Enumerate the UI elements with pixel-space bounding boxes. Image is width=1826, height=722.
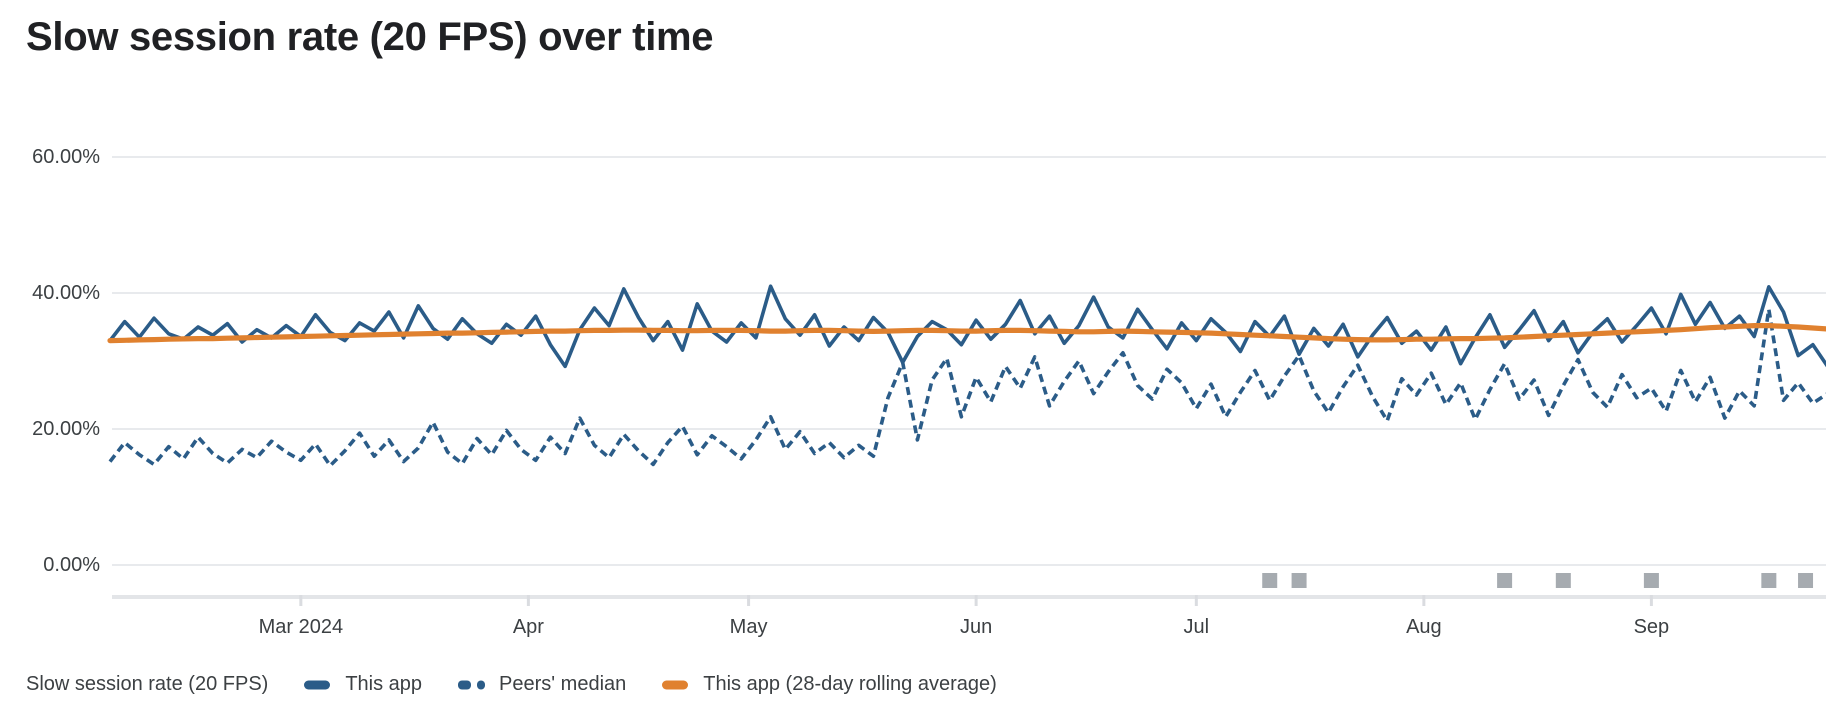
legend-solid-line-icon — [304, 680, 331, 689]
series-line-this-app — [108, 284, 1826, 369]
y-axis-label: 40.00% — [32, 282, 100, 304]
release-marker[interactable] — [1555, 573, 1571, 588]
release-marker[interactable] — [1643, 573, 1659, 588]
series-line-peers-median — [108, 307, 1826, 468]
chart-legend: Slow session rate (20 FPS) This app Peers… — [26, 673, 997, 696]
legend-caption: Slow session rate (20 FPS) — [26, 673, 269, 695]
legend-solid-line-icon — [662, 680, 689, 689]
release-marker[interactable] — [1798, 573, 1814, 588]
y-axis-label: 0.00% — [43, 554, 100, 576]
series-line-rolling-average — [107, 323, 1826, 344]
legend-item-peers-median[interactable]: Peers' median — [458, 673, 626, 696]
legend-dashed-line-icon — [458, 680, 486, 689]
legend-items: This app Peers' median This app (28-day ro… — [304, 673, 997, 696]
release-marker[interactable] — [1761, 573, 1777, 588]
release-marker[interactable] — [1262, 573, 1278, 588]
legend-item-rolling-average[interactable]: This app (28-day rolling average) — [662, 673, 997, 696]
legend-item-label: Peers' median — [499, 673, 627, 695]
y-axis-label: 60.00% — [32, 146, 100, 168]
legend-item-this-app[interactable]: This app — [304, 673, 422, 696]
legend-item-label: This app — [345, 673, 423, 695]
chart-title: Slow session rate (20 FPS) over time — [26, 15, 714, 59]
y-axis: 0.00% 20.00% 40.00% 60.00% — [0, 0, 100, 722]
release-marker[interactable] — [1497, 573, 1513, 588]
release-marker[interactable] — [1291, 573, 1307, 588]
y-axis-label: 20.00% — [32, 418, 100, 440]
legend-item-label: This app (28-day rolling average) — [703, 673, 997, 695]
